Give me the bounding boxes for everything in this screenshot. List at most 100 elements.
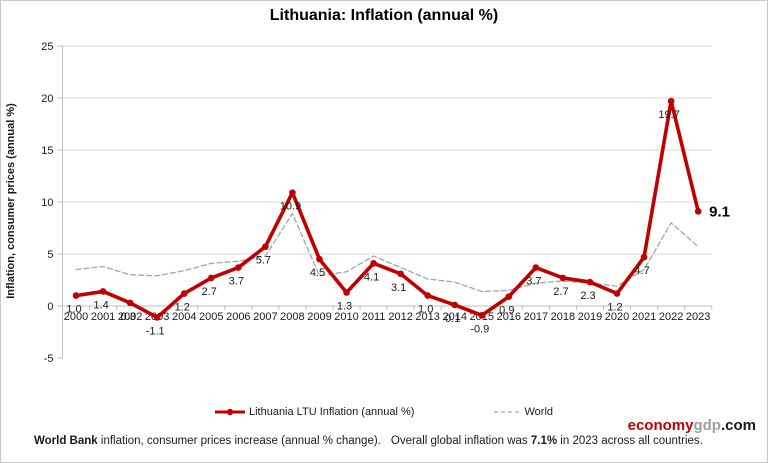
y-tick-label: 20 bbox=[41, 93, 53, 105]
legend-dashed-line-icon bbox=[494, 411, 521, 413]
data-label: 0.3 bbox=[120, 311, 135, 323]
chart-title: Lithuania: Inflation (annual %) bbox=[269, 7, 499, 24]
data-label: 3.7 bbox=[229, 276, 244, 288]
x-tick-label: 2012 bbox=[388, 311, 412, 323]
data-point bbox=[235, 264, 242, 271]
brand-logo-com: .com bbox=[720, 417, 756, 434]
data-label: 1.2 bbox=[607, 302, 622, 314]
end-value-label: 9.1 bbox=[709, 203, 730, 220]
x-tick-label: 2013 bbox=[415, 311, 439, 323]
y-axis-title: Inflation, consumer prices (annual %) bbox=[5, 103, 17, 299]
data-label: 0.9 bbox=[499, 305, 514, 317]
data-point bbox=[694, 208, 702, 215]
data-label: 4.5 bbox=[310, 267, 325, 279]
data-label: 10.9 bbox=[280, 201, 301, 213]
data-point bbox=[532, 264, 540, 271]
x-tick-label: 2002 bbox=[118, 311, 142, 323]
data-point bbox=[289, 189, 296, 196]
data-point bbox=[640, 253, 648, 261]
y-tick-label: -5 bbox=[44, 353, 54, 365]
data-point bbox=[262, 243, 269, 251]
data-label: 0.1 bbox=[445, 313, 460, 325]
data-label: -1.1 bbox=[146, 325, 165, 337]
data-label: 2.7 bbox=[202, 286, 217, 298]
x-tick-label: 2011 bbox=[362, 311, 386, 323]
brand-logo[interactable]: economygdp.com bbox=[628, 417, 756, 434]
footer-source-text: inflation, consumer prices increase (ann… bbox=[100, 435, 381, 447]
legend-line-marker-icon bbox=[214, 408, 245, 416]
x-tick-label: 2007 bbox=[253, 311, 277, 323]
footer-source-bold: World Bank bbox=[34, 435, 98, 447]
data-point bbox=[72, 292, 80, 299]
x-tick-label: 2001 bbox=[91, 311, 115, 323]
footer-note: World Bank inflation, consumer prices in… bbox=[34, 435, 703, 447]
data-point bbox=[478, 312, 486, 319]
x-tick-label: 2006 bbox=[226, 311, 250, 323]
data-point bbox=[451, 301, 459, 309]
x-tick-label: 2008 bbox=[280, 311, 304, 323]
data-label: 2.3 bbox=[580, 290, 595, 302]
x-tick-label: 2017 bbox=[524, 311, 548, 323]
y-tick-label: 15 bbox=[41, 145, 53, 157]
lithuania-series-line bbox=[74, 99, 700, 320]
data-label: 1.4 bbox=[93, 299, 108, 311]
data-point bbox=[99, 288, 107, 295]
legend-item-world[interactable]: World bbox=[494, 406, 553, 418]
data-point bbox=[153, 314, 161, 321]
data-point bbox=[370, 260, 377, 267]
data-label: 1.0 bbox=[66, 304, 81, 316]
data-point bbox=[180, 290, 188, 297]
data-point bbox=[316, 255, 323, 263]
chart-legend: Lithuania LTU Inflation (annual %) World bbox=[1, 406, 767, 418]
world-series-line bbox=[75, 212, 699, 293]
data-point bbox=[126, 299, 134, 307]
footer-note-bold: 7.1% bbox=[530, 435, 558, 447]
data-label: 3.7 bbox=[526, 276, 541, 288]
brand-logo-gdp: gdp bbox=[693, 417, 721, 434]
legend-label-world: World bbox=[524, 406, 554, 418]
y-tick-label: 10 bbox=[41, 197, 53, 209]
data-label: 1.3 bbox=[337, 300, 352, 312]
footer-note-tail: in 2023 across all countries. bbox=[560, 435, 703, 447]
data-point bbox=[613, 290, 621, 297]
x-tick-label: 2010 bbox=[334, 311, 358, 323]
data-label: 1.0 bbox=[418, 304, 433, 316]
data-label: 5.7 bbox=[256, 255, 271, 267]
data-point bbox=[505, 293, 513, 300]
data-point bbox=[586, 278, 594, 286]
data-point bbox=[667, 97, 675, 105]
x-tick-label: 2020 bbox=[605, 311, 629, 323]
y-tick-label: 5 bbox=[47, 249, 53, 261]
x-tick-label: 2023 bbox=[686, 311, 710, 323]
data-point bbox=[559, 274, 567, 282]
x-tick-label: 2009 bbox=[307, 311, 331, 323]
brand-logo-economy: economy bbox=[627, 417, 694, 434]
x-tick-label: 2004 bbox=[172, 311, 196, 323]
x-tick-label: 2000 bbox=[64, 311, 88, 323]
x-tick-label: 2019 bbox=[578, 311, 602, 323]
data-label: 1.2 bbox=[175, 302, 190, 314]
data-label: -0.9 bbox=[470, 323, 489, 335]
x-tick-label: 2005 bbox=[199, 311, 223, 323]
x-tick-label: 2016 bbox=[497, 311, 521, 323]
legend-item-lithuania[interactable]: Lithuania LTU Inflation (annual %) bbox=[214, 406, 415, 418]
legend-label-lithuania: Lithuania LTU Inflation (annual %) bbox=[248, 406, 415, 418]
data-label: 2.7 bbox=[553, 286, 568, 298]
data-label: 4.1 bbox=[364, 271, 379, 283]
data-label: 3.1 bbox=[391, 282, 406, 294]
data-label: 19.7 bbox=[658, 109, 679, 121]
data-point bbox=[343, 289, 350, 296]
data-point bbox=[397, 270, 404, 278]
data-label: 4.7 bbox=[634, 265, 649, 277]
x-tick-label: 2021 bbox=[632, 311, 656, 323]
data-point bbox=[207, 274, 215, 282]
x-tick-label: 2018 bbox=[551, 311, 575, 323]
footer-note-text: Overall global inflation was bbox=[390, 435, 528, 447]
y-tick-label: 0 bbox=[47, 301, 53, 313]
x-tick-label: 2014 bbox=[442, 311, 466, 323]
data-point bbox=[424, 292, 431, 299]
y-tick-label: 25 bbox=[41, 41, 53, 53]
x-tick-label: 2022 bbox=[659, 311, 683, 323]
